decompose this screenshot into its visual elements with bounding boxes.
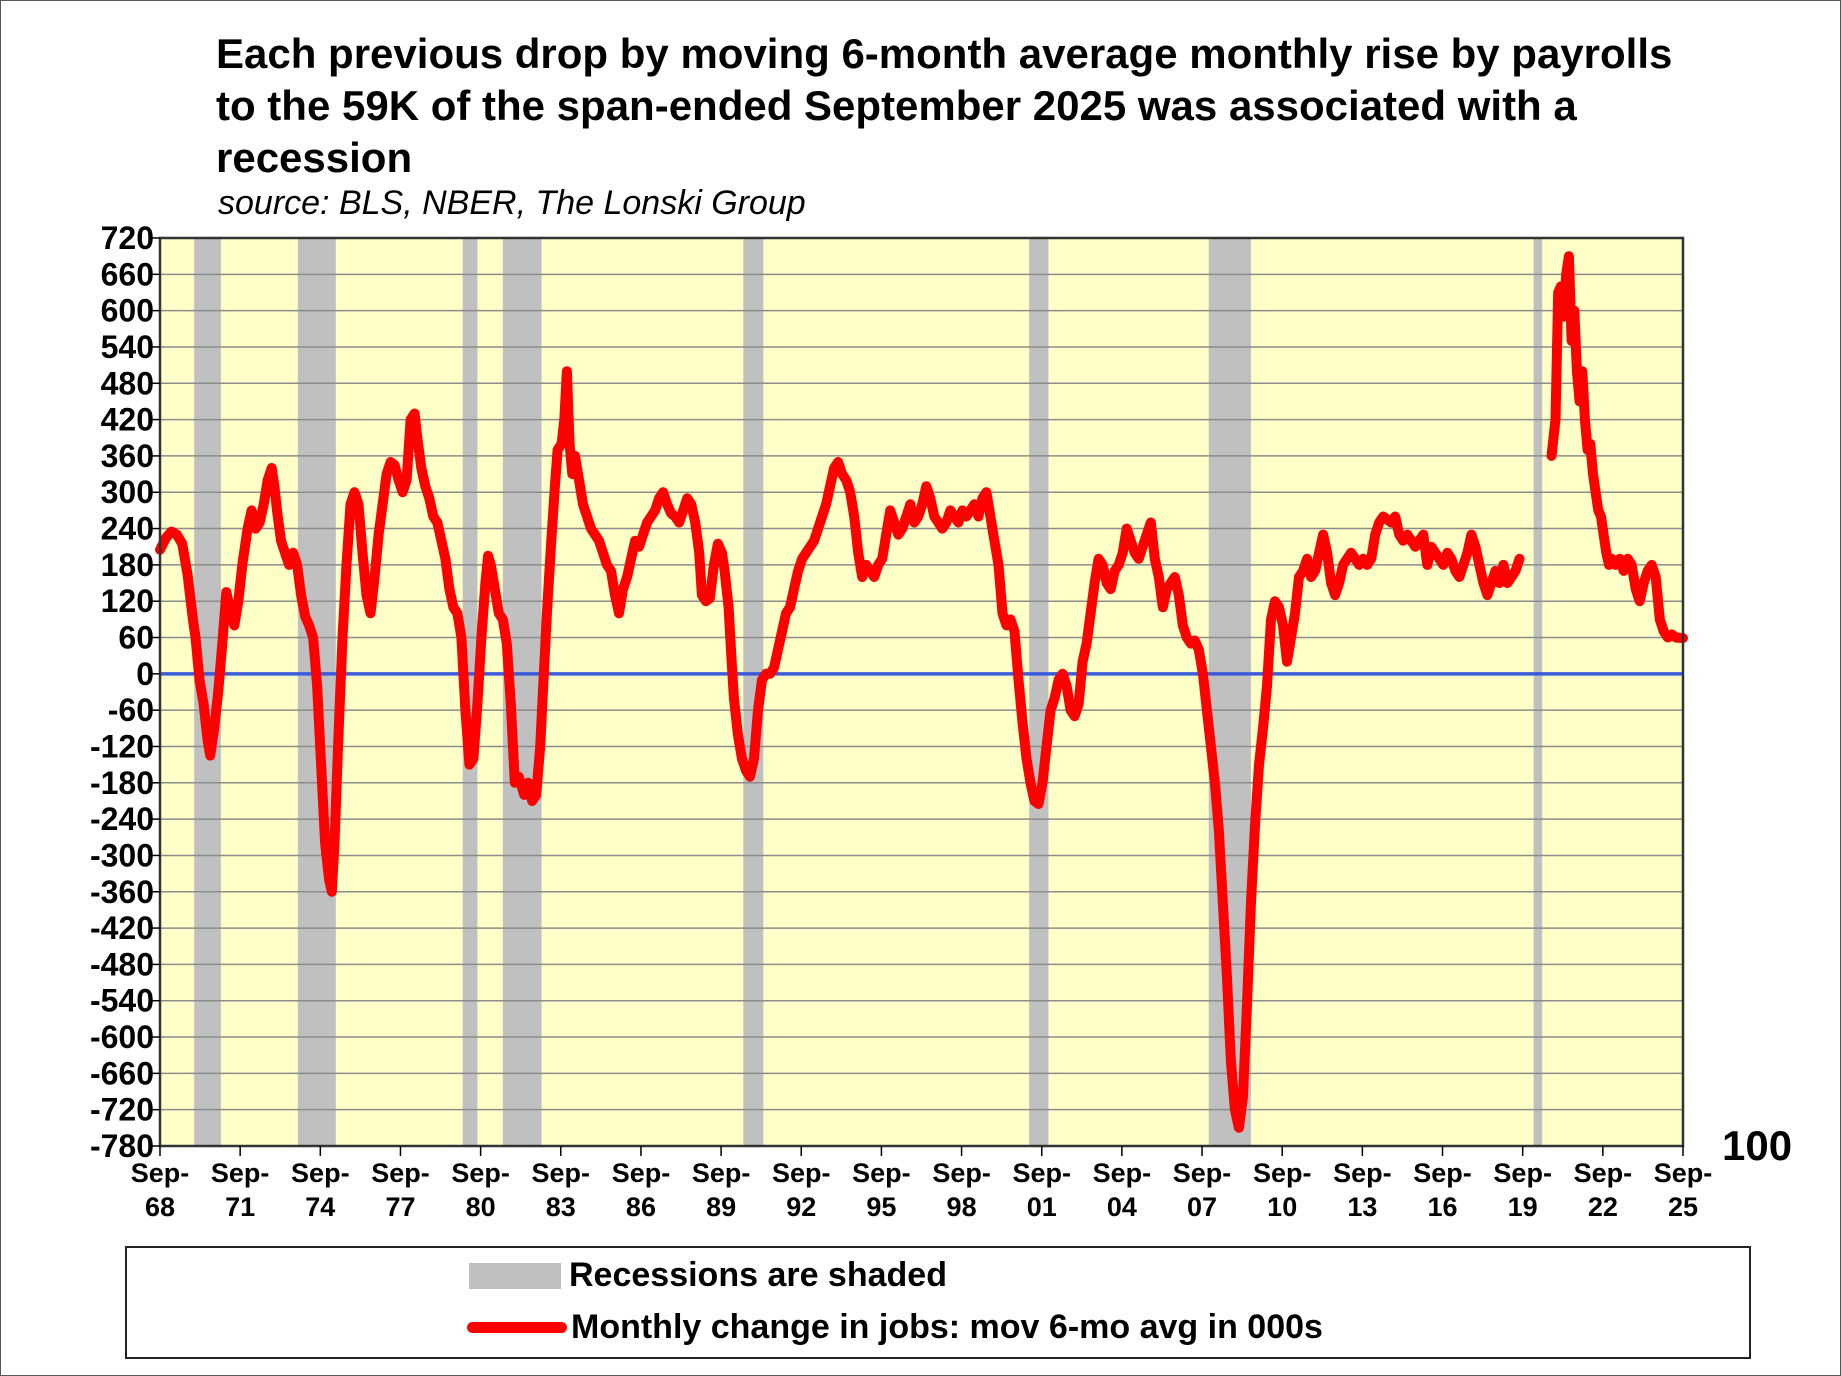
recession-band — [743, 238, 764, 1146]
x-tick-label-line2: 22 — [1588, 1192, 1618, 1222]
y-tick-label: -300 — [90, 837, 154, 873]
y-tick-label: 240 — [101, 511, 154, 547]
x-tick-label-line2: 07 — [1187, 1192, 1217, 1222]
y-tick-label: 360 — [101, 438, 154, 474]
x-tick-label-line2: 71 — [225, 1192, 255, 1222]
x-tick-label-line2: 74 — [305, 1192, 335, 1222]
x-tick-label-line2: 83 — [546, 1192, 576, 1222]
x-tick-label-line1: Sep- — [371, 1158, 430, 1188]
chart-source: source: BLS, NBER, The Lonski Group — [218, 184, 806, 222]
x-tick-label-line2: 98 — [947, 1192, 977, 1222]
legend-recessions-label: Recessions are shaded — [569, 1256, 947, 1294]
plot-border — [158, 236, 1685, 1148]
recession-band — [1533, 238, 1543, 1146]
y-tick-label: -180 — [90, 765, 154, 801]
x-tick-label-line1: Sep- — [211, 1158, 270, 1188]
x-tick-label-line2: 19 — [1508, 1192, 1538, 1222]
x-tick-label-line1: Sep- — [532, 1158, 591, 1188]
corner-value-label: 100 — [1722, 1122, 1793, 1169]
recession-band — [1029, 238, 1049, 1146]
plot-area — [160, 238, 1683, 1146]
y-tick-label: -720 — [90, 1092, 154, 1128]
x-tick-label-line2: 25 — [1668, 1192, 1698, 1222]
y-tick-label: 300 — [101, 474, 154, 510]
x-tick-label-line2: 04 — [1107, 1192, 1137, 1222]
series-line — [155, 366, 1525, 1133]
x-tick-label-line1: Sep- — [1493, 1158, 1552, 1188]
recession-swatch-icon — [469, 1262, 561, 1289]
legend-item-recessions: Recessions are shaded — [469, 1256, 947, 1295]
y-tick-label: -240 — [90, 801, 154, 837]
x-tick-label-line2: 89 — [706, 1192, 736, 1222]
y-tick-label: 60 — [118, 620, 154, 656]
x-tick-label-line1: Sep- — [1413, 1158, 1472, 1188]
y-tick-label: 600 — [101, 293, 154, 329]
x-tick-label-line1: Sep- — [291, 1158, 350, 1188]
x-tick-label-line1: Sep- — [692, 1158, 751, 1188]
y-tick-label: 180 — [101, 547, 154, 583]
series-line — [1546, 251, 1688, 644]
x-tick-label-line1: Sep- — [1574, 1158, 1633, 1188]
y-tick-label: -120 — [90, 728, 154, 764]
y-tick-label: 0 — [136, 656, 154, 692]
x-tick-label-line1: Sep- — [1093, 1158, 1152, 1188]
x-tick-label-line1: Sep- — [1173, 1158, 1232, 1188]
legend: Recessions are shaded Monthly change in … — [125, 1246, 1751, 1359]
x-axis: Sep- 68 Sep- 71 Sep- 74 Sep- 77 Sep- 80 Sep- 83 Sep-… — [131, 1146, 1713, 1222]
y-tick-label: -600 — [90, 1019, 154, 1055]
y-tick-label: 480 — [101, 365, 154, 401]
y-tick-label: 720 — [101, 220, 154, 256]
x-tick-label-line1: Sep- — [1333, 1158, 1392, 1188]
y-tick-label: -60 — [108, 692, 154, 728]
x-tick-label-line2: 16 — [1428, 1192, 1458, 1222]
y-tick-label: 660 — [101, 256, 154, 292]
y-tick-label: 120 — [101, 583, 154, 619]
x-tick-label-line1: Sep- — [1253, 1158, 1312, 1188]
x-tick-label-line1: Sep- — [852, 1158, 911, 1188]
y-tick-label: -780 — [90, 1128, 154, 1164]
x-tick-label-line2: 77 — [385, 1192, 415, 1222]
chart-title: Each previous drop by moving 6-month ave… — [216, 30, 1673, 181]
y-tick-label: -420 — [90, 910, 154, 946]
legend-series-label: Monthly change in jobs: mov 6-mo avg in … — [571, 1308, 1323, 1346]
x-tick-label-line2: 80 — [466, 1192, 496, 1222]
legend-item-series: Monthly change in jobs: mov 6-mo avg in … — [467, 1308, 1323, 1347]
x-tick-label-line1: Sep- — [612, 1158, 671, 1188]
x-tick-label-line2: 01 — [1027, 1192, 1057, 1222]
y-tick-label: -480 — [90, 946, 154, 982]
x-tick-label-line1: Sep- — [932, 1158, 991, 1188]
x-tick-label-line2: 10 — [1267, 1192, 1297, 1222]
x-tick-label-line1: Sep- — [1012, 1158, 1071, 1188]
x-tick-label-line2: 92 — [786, 1192, 816, 1222]
x-tick-label-line2: 68 — [145, 1192, 175, 1222]
y-tick-label: 540 — [101, 329, 154, 365]
series-lines — [155, 251, 1688, 1133]
y-tick-label: -660 — [90, 1055, 154, 1091]
x-tick-label-line1: Sep- — [1654, 1158, 1713, 1188]
y-axis: 720660600540480420360300240180120600-60-… — [90, 220, 160, 1164]
x-tick-label-line1: Sep- — [451, 1158, 510, 1188]
y-tick-label: -540 — [90, 983, 154, 1019]
recession-band — [462, 238, 478, 1146]
series-swatch-icon — [467, 1322, 567, 1333]
x-tick-label-line1: Sep- — [772, 1158, 831, 1188]
y-tick-label: -360 — [90, 874, 154, 910]
x-tick-label-line2: 95 — [866, 1192, 896, 1222]
x-tick-label-line1: Sep- — [131, 1158, 190, 1188]
x-tick-label-line2: 86 — [626, 1192, 656, 1222]
x-tick-label-line2: 13 — [1347, 1192, 1377, 1222]
y-tick-label: 420 — [101, 402, 154, 438]
